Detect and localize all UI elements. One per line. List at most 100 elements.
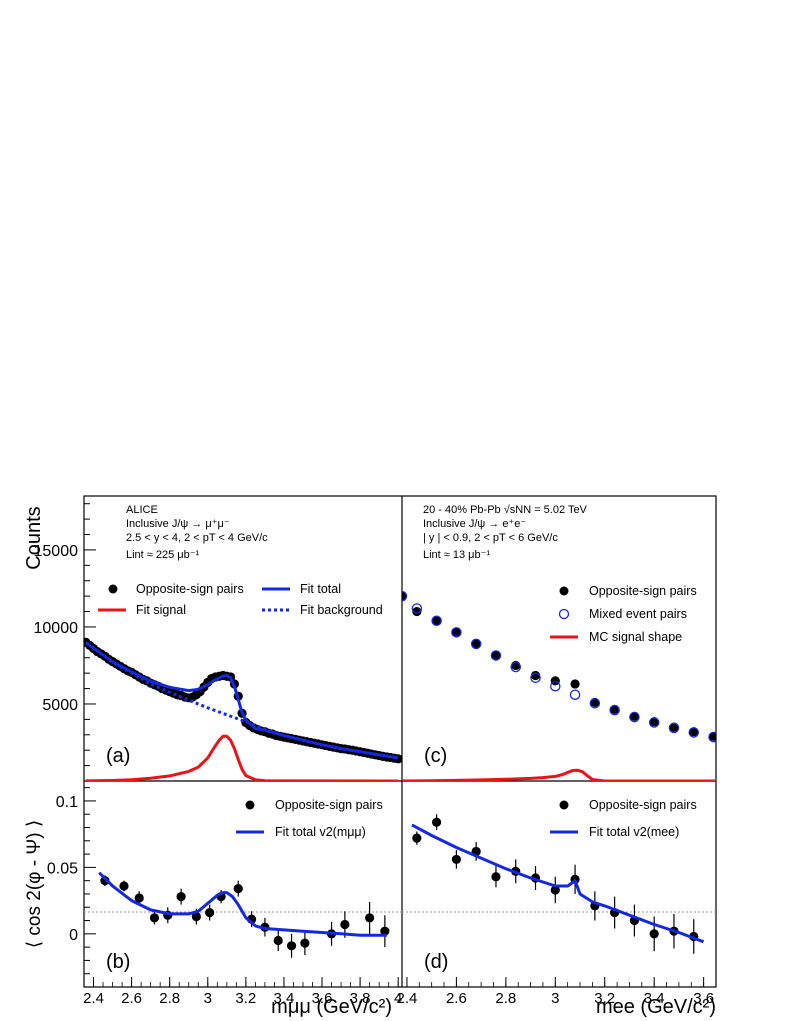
panel-c-series-0-point [669,722,679,732]
legend-a-label-pairs: Opposite-sign pairs [136,582,244,596]
x-tick-label-b: 2.4 [83,990,104,1007]
panel-label-c: (c) [424,745,447,767]
panel-c-series-1-point [708,731,716,743]
x-tick-label-b: 3.2 [235,990,256,1007]
panel-a-series-1-line [85,734,399,781]
y-axis-title-v2: ⟨ cos 2(φ - Ψ) ⟩ [24,820,45,949]
panel-b-series-0-point [300,938,310,948]
panel-d-series-0-point [412,833,422,843]
y-tick-label-a: 15000 [34,543,79,560]
x-tick-label-b: 3 [204,990,212,1007]
panel-c-series-1-point [550,681,561,692]
legend-d-marker-pairs [559,800,569,810]
panel-d-series-0-point [649,929,659,939]
panel-c-series-0-point [412,606,422,617]
panel-c-series-0-point [590,697,600,708]
panel-c-series-2-line [402,768,716,781]
panel-c-series-0-point [491,650,501,661]
panel-b-series-0-point [233,884,243,894]
x-axis-title-mumu: mμμ (GeV/c²) [271,996,392,1018]
legend-d-label-pairs: Opposite-sign pairs [589,798,697,812]
x-tick-label-d: 3.2 [594,990,615,1007]
legend-b-label-total: Fit total v2(mμμ) [275,825,366,839]
panel-b-series-0-point [119,881,129,891]
x-tick-label-d: 2.4 [397,990,418,1007]
legend-c-marker-pairs [559,586,569,596]
legend-a-label-signal: Fit signal [136,603,186,617]
panel-d-series-0-point [432,817,442,827]
panel-b-series-0-point [380,926,390,936]
x-tick-label-d: 3.6 [693,990,714,1007]
legend-c-label-mc: MC signal shape [589,630,682,644]
annotation-a-3: Lint ≈ 225 μb⁻¹ [126,549,200,561]
annotation-a-2: 2.5 < y < 4, 2 < pT < 4 GeV/c [126,532,268,544]
panel-c-series-0-point [610,704,620,714]
plot-area-a [84,637,402,781]
panel-label-d: (d) [424,951,448,973]
panel-label-b: (b) [106,951,130,973]
panel-c-series-1-point [609,704,620,716]
legend-c-label-pairs: Opposite-sign pairs [589,584,697,598]
panel-b-series-1-line [98,871,387,937]
x-tick-label-d: 3.4 [644,990,665,1007]
y-tick-label-b: 0 [69,927,78,944]
legend-d: Opposite-sign pairs Fit total v2(mee) [550,798,697,839]
panel-c-series-0-point [649,717,659,727]
panel-c-series-1-point [648,717,660,728]
x-tick-label-b: 3.6 [312,990,333,1007]
panel-a-series-2-line [85,641,399,760]
panel-c-series-1-point [470,638,482,650]
panel-c-series-0-point [432,616,442,626]
legend-c: Opposite-sign pairs Mixed event pairs MC… [550,584,697,644]
panel-b-series-0-point [273,935,283,946]
panel-b-series-0-point [191,911,201,922]
panel-c-series-1-point [431,615,442,627]
panel-d-series-0-point [491,872,501,882]
panel-c-series-1-point [411,603,423,614]
plot-area-b [98,871,390,958]
panel-d-series-0-point [451,854,461,865]
x-tick-label-b: 3.4 [274,990,295,1007]
legend-b-marker-pairs [245,800,255,810]
annotation-c-0: 20 - 40% Pb-Pb √sNN = 5.02 TeV [423,504,588,516]
x-tick-label-b: 3.8 [350,990,371,1007]
annotation-a-0: ALICE [126,504,158,516]
legend-a-label-background: Fit background [300,603,383,617]
legend-a: Opposite-sign pairs Fit total Fit signal… [98,582,383,617]
plot-area-c [402,590,716,781]
panel-c-series-0-point [629,711,640,721]
panel-c-series-0-point [402,591,407,601]
x-axis-title-ee: mee (GeV/c²) [596,996,716,1018]
legend-a-label-total: Fit total [300,582,341,596]
legend-b-label-pairs: Opposite-sign pairs [275,798,383,812]
panel-b-series-0-point [176,892,186,902]
plot-area-d [411,814,705,954]
panel-c-series-0-point [550,676,560,686]
panel-c-series-1-point [510,661,521,673]
panel-c-series-0-point [451,627,461,637]
x-tick-label-d: 2.8 [495,990,516,1007]
y-tick-label-a: 5000 [42,697,78,714]
panel-c-series-1-point [569,689,581,700]
x-tick-label-b: 2.6 [121,990,142,1007]
axis-ticks [84,503,705,987]
panel-b-series-0-point [100,876,110,886]
panel-a-series-3-line [85,641,399,760]
panel-c-series-1-point [629,711,640,723]
panel-b-series-0-point [149,913,160,923]
annotation-a-1: Inclusive J/ψ → μ⁺μ⁻ [126,518,230,530]
panel-c-series-1-point [688,727,699,738]
panel-c-series-0-point [689,727,699,737]
panel-c-series-0-point [570,679,580,689]
panel-c-series-0-point [471,639,481,649]
panel-c-series-1-point [451,627,462,638]
legend-c-label-mixed: Mixed event pairs [589,607,687,621]
legend-b: Opposite-sign pairs Fit total v2(mμμ) [236,798,383,839]
panel-c-series-1-point [402,590,408,602]
legend-d-label-total: Fit total v2(mee) [589,825,679,839]
panel-c-series-1-point [668,722,680,734]
panel-c-series-0-point [708,731,716,741]
panel-label-a: (a) [106,745,130,767]
tick-labels: 5000 10000 15000 0 0.05 0.1 2.4 2.6 2.8 3 3.2 3.4 3.… [34,543,715,1007]
